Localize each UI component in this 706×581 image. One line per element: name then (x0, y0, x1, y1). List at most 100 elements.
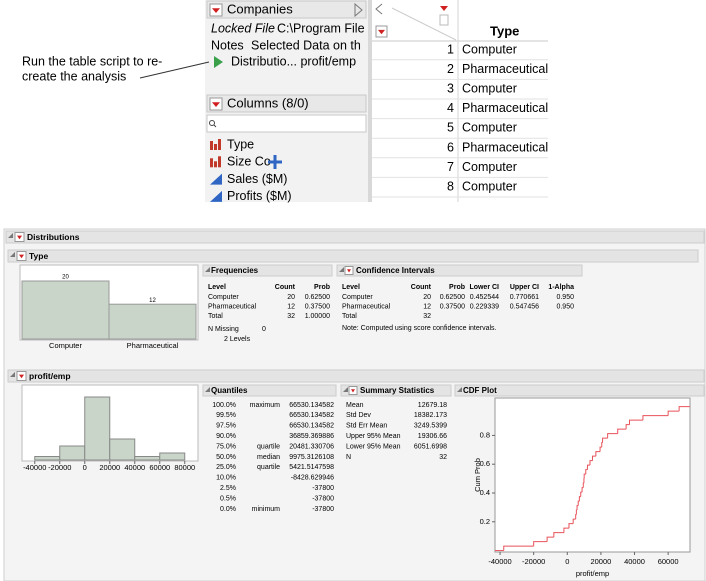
cell: Computer (342, 294, 373, 301)
columns-panel-head (206, 94, 367, 113)
column-header: Type (490, 23, 519, 38)
cell: 99.5% (216, 412, 236, 419)
cell: 3249.5399 (414, 423, 447, 430)
cell: 50.0% (216, 454, 236, 461)
search-icon-handle (213, 124, 217, 128)
panel-title: Frequencies (211, 266, 259, 275)
locked-label: Locked File (211, 21, 275, 35)
run-script-icon[interactable] (214, 56, 223, 68)
cell: maximum (250, 402, 281, 409)
disclosure[interactable] (10, 372, 15, 377)
cell: 12 (287, 303, 295, 310)
col-header: Count (411, 284, 432, 291)
cdf-step (592, 455, 596, 461)
locked-path: C:\Program File (277, 21, 365, 35)
cdf-step (585, 469, 588, 475)
cell: Computer (462, 42, 517, 56)
callout-line (139, 61, 210, 79)
cdf-step (628, 419, 643, 425)
cdf-step (667, 410, 680, 416)
panel-header (454, 384, 705, 397)
cdf-step (578, 496, 581, 502)
column-name: Sales ($M) (227, 172, 287, 186)
col-header: Prob (449, 284, 465, 291)
cdf-step (563, 527, 569, 533)
cell: 18382.173 (414, 412, 447, 419)
menu-arrow (19, 254, 24, 259)
cdf-step (642, 415, 669, 421)
disclosure[interactable] (205, 267, 210, 272)
callout-text: create the analysis (22, 69, 126, 83)
cell: 0.37500 (305, 303, 330, 310)
plot-frame (494, 397, 691, 553)
histogram-bar (159, 452, 186, 461)
row-number: 5 (447, 121, 454, 135)
corner-diagonal (391, 7, 457, 41)
disclosure[interactable] (205, 387, 210, 392)
row-number: 3 (447, 81, 454, 95)
cell: 0.950 (556, 303, 574, 310)
search-icon (209, 120, 215, 126)
cursor-icon (268, 155, 282, 169)
collapse-icon[interactable] (354, 2, 363, 18)
notes-label: Notes (211, 38, 244, 52)
cell: 0.62500 (305, 294, 330, 301)
panel-title: Quantiles (211, 386, 248, 395)
column-search (206, 114, 367, 133)
cell: 5421.5147598 (289, 464, 334, 471)
cell: 2.5% (220, 485, 236, 492)
disclosure[interactable] (10, 252, 15, 257)
cell: Pharmaceutical (462, 62, 548, 76)
panel-header (340, 384, 452, 397)
rows-menu[interactable] (440, 6, 448, 11)
nominal-icon (218, 139, 221, 150)
nominal-icon (210, 141, 213, 150)
cell: 0.62500 (440, 294, 465, 301)
disclosure[interactable] (343, 387, 348, 392)
col-header: Upper CI (510, 284, 539, 291)
cell: -8428.629946 (291, 475, 334, 482)
x-tick-label: 60000 (149, 463, 170, 472)
cdf-step (617, 428, 627, 434)
cell: minimum (252, 506, 281, 513)
cell: quartile (257, 464, 280, 471)
disclosure[interactable] (8, 233, 13, 238)
disclosure[interactable] (457, 387, 462, 392)
cdf-step (607, 433, 618, 439)
outline-header (5, 230, 705, 244)
panel-title: Confidence Intervals (356, 266, 435, 275)
cell: Computer (462, 121, 517, 135)
cell: 0.229339 (470, 303, 499, 310)
nominal-icon (218, 156, 221, 168)
cell: -37800 (312, 506, 334, 513)
cell: 0.37500 (440, 303, 465, 310)
outline-header (7, 369, 705, 383)
col-header: Prob (314, 284, 330, 291)
note: Note: Computed using score confidence in… (342, 325, 497, 332)
outline-title: Distributions (27, 232, 80, 242)
cdf-step (589, 460, 593, 466)
x-tick-label: 40000 (124, 463, 145, 472)
col-header: 1-Alpha (548, 284, 574, 291)
outline-title: Type (29, 251, 48, 261)
y-tick-label: 0.6 (480, 459, 490, 468)
cdf-step (625, 424, 630, 430)
cell: Computer (462, 160, 517, 174)
disclosure[interactable] (339, 267, 344, 272)
cdf-step (678, 406, 690, 412)
panel-title: Summary Statistics (360, 386, 435, 395)
nominal-icon (214, 161, 217, 168)
cell: 12679.18 (418, 402, 447, 409)
cdf-step (583, 473, 586, 479)
histogram-bar (34, 456, 61, 461)
cell: Computer (462, 179, 517, 193)
x-axis-label: profit/emp (576, 569, 609, 578)
row-number: 2 (447, 62, 454, 76)
x-tick-label: Computer (49, 341, 82, 350)
cell: Std Err Mean (346, 423, 387, 430)
cell: 1.00000 (305, 313, 330, 320)
cell: -37800 (312, 485, 334, 492)
column-name: Type (227, 137, 254, 151)
cdf-step (599, 446, 602, 452)
